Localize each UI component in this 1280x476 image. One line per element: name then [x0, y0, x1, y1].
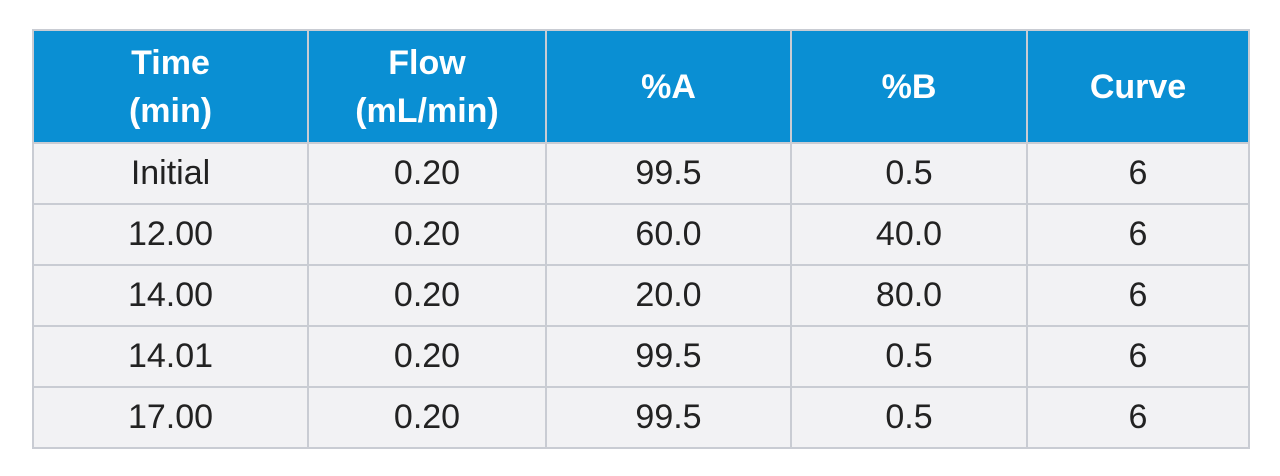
cell-percent-b: 40.0	[790, 203, 1028, 266]
header-percent-a-label: %A	[641, 67, 696, 106]
cell-curve: 6	[1026, 386, 1250, 449]
header-percent-b: %B	[790, 29, 1028, 144]
cell-flow: 0.20	[307, 386, 547, 449]
cell-percent-a: 20.0	[545, 264, 792, 327]
header-flow: Flow (mL/min)	[307, 29, 547, 144]
cell-time: 14.01	[32, 325, 309, 388]
cell-percent-b: 80.0	[790, 264, 1028, 327]
cell-percent-a: 60.0	[545, 203, 792, 266]
header-percent-b-label: %B	[881, 67, 937, 106]
cell-curve: 6	[1026, 203, 1250, 266]
gradient-table-container: Time (min) Flow (mL/min) %A %B Curve	[32, 29, 1250, 449]
header-time: Time (min)	[32, 29, 309, 144]
cell-flow: 0.20	[307, 264, 547, 327]
cell-flow: 0.20	[307, 142, 547, 205]
table-row: 17.00 0.20 99.5 0.5 6	[32, 386, 1250, 449]
header-flow-line2: (mL/min)	[355, 91, 499, 130]
cell-flow: 0.20	[307, 325, 547, 388]
header-flow-line1: Flow	[388, 43, 466, 82]
cell-percent-a: 99.5	[545, 386, 792, 449]
table-row: 14.00 0.20 20.0 80.0 6	[32, 264, 1250, 327]
header-curve: Curve	[1026, 29, 1250, 144]
cell-percent-b: 0.5	[790, 142, 1028, 205]
cell-flow: 0.20	[307, 203, 547, 266]
cell-percent-b: 0.5	[790, 386, 1028, 449]
cell-curve: 6	[1026, 325, 1250, 388]
cell-time: 12.00	[32, 203, 309, 266]
cell-time: Initial	[32, 142, 309, 205]
cell-curve: 6	[1026, 264, 1250, 327]
gradient-table: Time (min) Flow (mL/min) %A %B Curve	[32, 29, 1250, 449]
cell-percent-b: 0.5	[790, 325, 1028, 388]
cell-percent-a: 99.5	[545, 325, 792, 388]
cell-time: 14.00	[32, 264, 309, 327]
header-time-line2: (min)	[128, 91, 213, 130]
header-percent-a: %A	[545, 29, 792, 144]
cell-time: 17.00	[32, 386, 309, 449]
cell-percent-a: 99.5	[545, 142, 792, 205]
table-row: 14.01 0.20 99.5 0.5 6	[32, 325, 1250, 388]
table-row: 12.00 0.20 60.0 40.0 6	[32, 203, 1250, 266]
header-time-line1: Time	[131, 43, 210, 82]
header-curve-label: Curve	[1089, 67, 1187, 106]
table-row: Initial 0.20 99.5 0.5 6	[32, 142, 1250, 205]
table-header-row: Time (min) Flow (mL/min) %A %B Curve	[32, 29, 1250, 144]
cell-curve: 6	[1026, 142, 1250, 205]
